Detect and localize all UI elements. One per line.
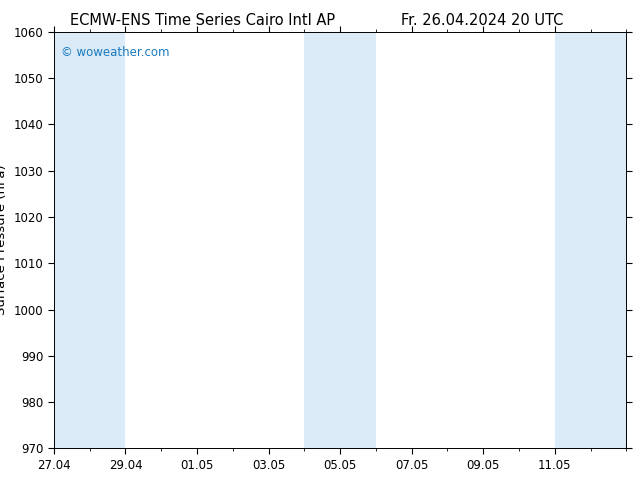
Bar bbox=[54, 32, 126, 448]
Bar bbox=[304, 32, 376, 448]
Bar bbox=[555, 32, 626, 448]
Text: Fr. 26.04.2024 20 UTC: Fr. 26.04.2024 20 UTC bbox=[401, 13, 563, 28]
Y-axis label: Surface Pressure (hPa): Surface Pressure (hPa) bbox=[0, 165, 8, 316]
Text: © woweather.com: © woweather.com bbox=[61, 47, 169, 59]
Text: ECMW-ENS Time Series Cairo Intl AP: ECMW-ENS Time Series Cairo Intl AP bbox=[70, 13, 335, 28]
